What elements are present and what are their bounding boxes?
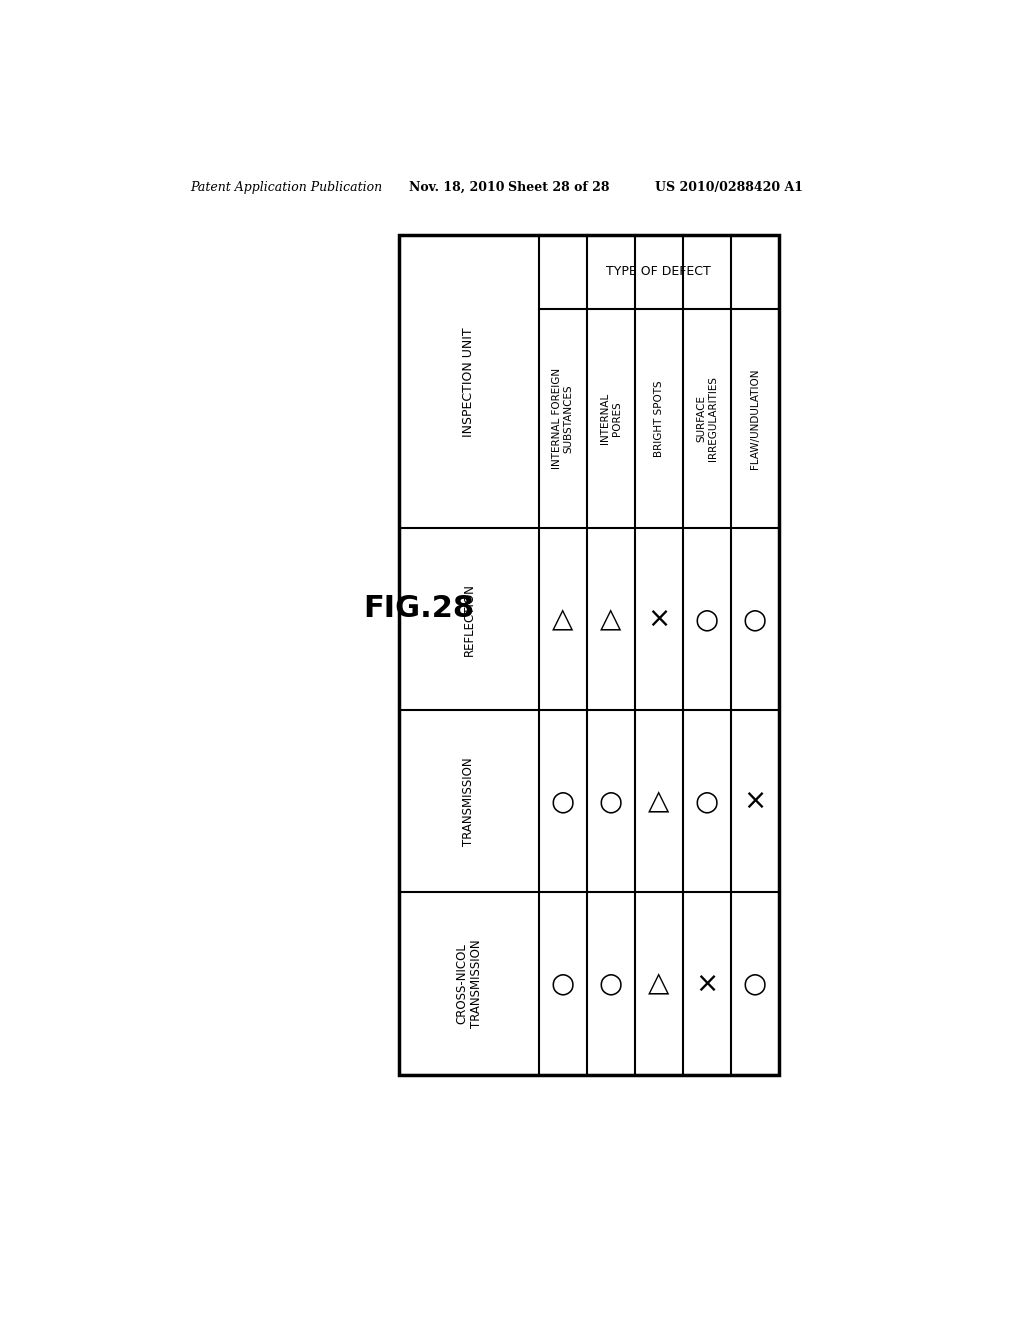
Text: INTERNAL FOREIGN
SUBSTANCES: INTERNAL FOREIGN SUBSTANCES — [552, 368, 573, 469]
Text: Nov. 18, 2010: Nov. 18, 2010 — [410, 181, 505, 194]
Text: ×: × — [647, 605, 671, 634]
Text: Sheet 28 of 28: Sheet 28 of 28 — [508, 181, 609, 194]
Bar — [399, 235, 779, 1074]
Text: TYPE OF DEFECT: TYPE OF DEFECT — [606, 265, 712, 279]
Text: ○: ○ — [742, 970, 767, 998]
Text: FIG.28: FIG.28 — [362, 594, 474, 623]
Text: ○: ○ — [551, 787, 574, 816]
Text: SURFACE
IRREGULARITIES: SURFACE IRREGULARITIES — [696, 376, 718, 461]
Text: ○: ○ — [695, 787, 719, 816]
Text: ×: × — [743, 787, 767, 816]
Text: ×: × — [695, 970, 719, 998]
Text: ○: ○ — [742, 605, 767, 634]
Text: ○: ○ — [599, 787, 623, 816]
Text: ○: ○ — [695, 605, 719, 634]
Text: △: △ — [600, 605, 622, 634]
Text: TRANSMISSION: TRANSMISSION — [463, 758, 475, 846]
Text: REFLECTION: REFLECTION — [463, 582, 475, 656]
Text: △: △ — [552, 605, 573, 634]
Text: Patent Application Publication: Patent Application Publication — [190, 181, 382, 194]
Text: CROSS-NICOL
TRANSMISSION: CROSS-NICOL TRANSMISSION — [455, 940, 483, 1028]
Text: INSPECTION UNIT: INSPECTION UNIT — [463, 327, 475, 437]
Text: BRIGHT SPOTS: BRIGHT SPOTS — [654, 380, 664, 457]
Text: FLAW/UNDULATION: FLAW/UNDULATION — [750, 368, 760, 469]
Text: △: △ — [648, 970, 670, 998]
Text: ○: ○ — [599, 970, 623, 998]
Text: ○: ○ — [551, 970, 574, 998]
Text: △: △ — [648, 787, 670, 816]
Text: US 2010/0288420 A1: US 2010/0288420 A1 — [655, 181, 803, 194]
Text: INTERNAL
PORES: INTERNAL PORES — [600, 392, 622, 444]
